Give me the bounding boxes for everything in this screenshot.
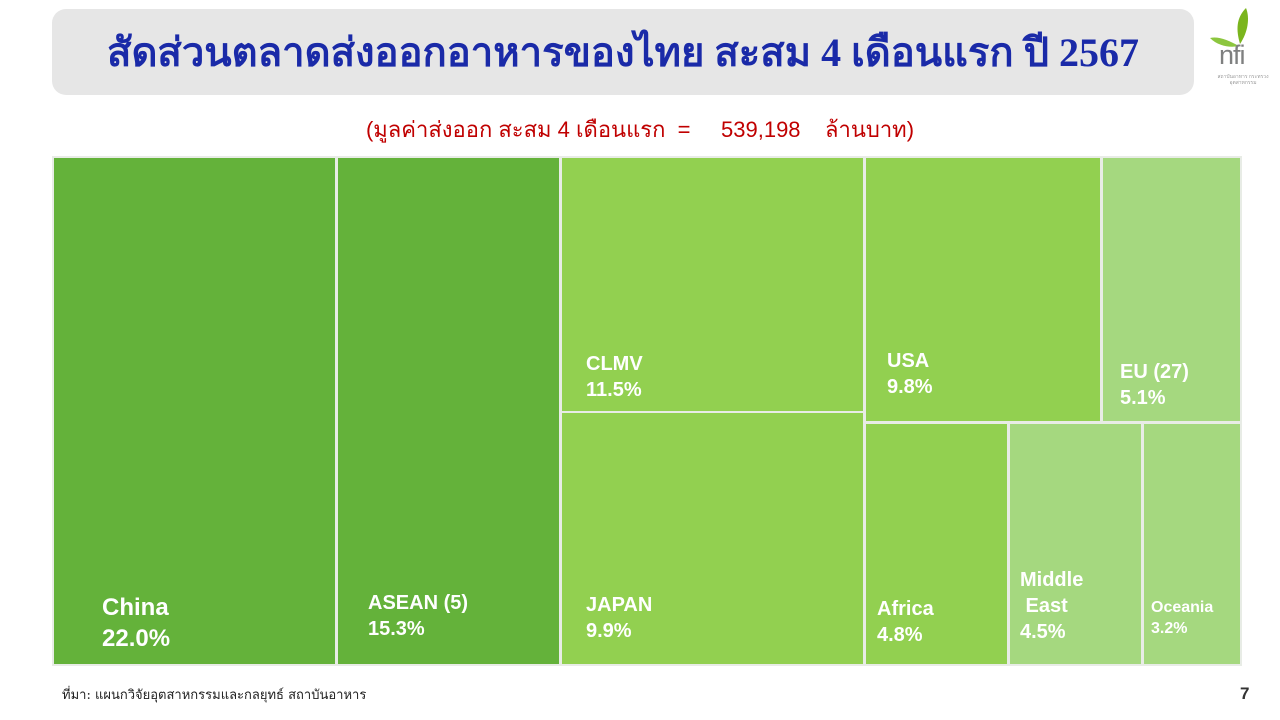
export-total-subtitle: (มูลค่าส่งออก สะสม 4 เดือนแรก = 539,198 … bbox=[365, 117, 915, 142]
treemap-tile-china: China 22.0% bbox=[52, 156, 337, 666]
treemap-tile-clmv: CLMV 11.5% bbox=[560, 156, 865, 413]
treemap-tile-label: China 22.0% bbox=[102, 594, 171, 653]
treemap-tile-asean-5: ASEAN (5) 15.3% bbox=[336, 156, 561, 666]
logo-text: nfi bbox=[1219, 40, 1246, 70]
treemap-tile-label: Middle East 4.5% bbox=[1020, 569, 1084, 643]
treemap-tile-oceania: Oceania 3.2% bbox=[1142, 422, 1242, 666]
treemap-tile-label: ASEAN (5) 15.3% bbox=[368, 592, 469, 640]
logo-tagline: สถาบันอาหาร กระทรวงอุตสาหกรรม bbox=[1217, 74, 1269, 86]
treemap-tile-middle-east: Middle East 4.5% bbox=[1008, 422, 1143, 666]
title-banner: สัดส่วนตลาดส่งออกอาหารของไทย สะสม 4 เดือ… bbox=[52, 9, 1194, 95]
treemap-tile-label: CLMV 11.5% bbox=[586, 353, 643, 401]
treemap-tile-label: EU (27) 5.1% bbox=[1120, 361, 1189, 409]
market-share-treemap: China 22.0% ASEAN (5) 15.3% CLMV 11.5% JAPA… bbox=[52, 156, 1242, 666]
treemap-tile-label: USA 9.8% bbox=[887, 350, 933, 398]
leaf-sprout-icon bbox=[1210, 8, 1248, 47]
treemap-tile-japan: JAPAN 9.9% bbox=[560, 411, 865, 666]
treemap-tile-africa: Africa 4.8% bbox=[864, 422, 1009, 666]
page-number: 7 bbox=[1240, 684, 1250, 703]
treemap-tile-eu-27: EU (27) 5.1% bbox=[1101, 156, 1242, 423]
page-title: สัดส่วนตลาดส่งออกอาหารของไทย สะสม 4 เดือ… bbox=[107, 30, 1139, 75]
treemap-tile-label: JAPAN 9.9% bbox=[586, 594, 653, 642]
treemap-tile-label: Oceania 3.2% bbox=[1151, 599, 1214, 637]
treemap-tile-usa: USA 9.8% bbox=[864, 156, 1102, 423]
treemap-tile-label: Africa 4.8% bbox=[877, 598, 934, 646]
source-note: ที่มา: แผนกวิจัยอุตสาหกรรมและกลยุทธ์ สถา… bbox=[62, 688, 367, 703]
